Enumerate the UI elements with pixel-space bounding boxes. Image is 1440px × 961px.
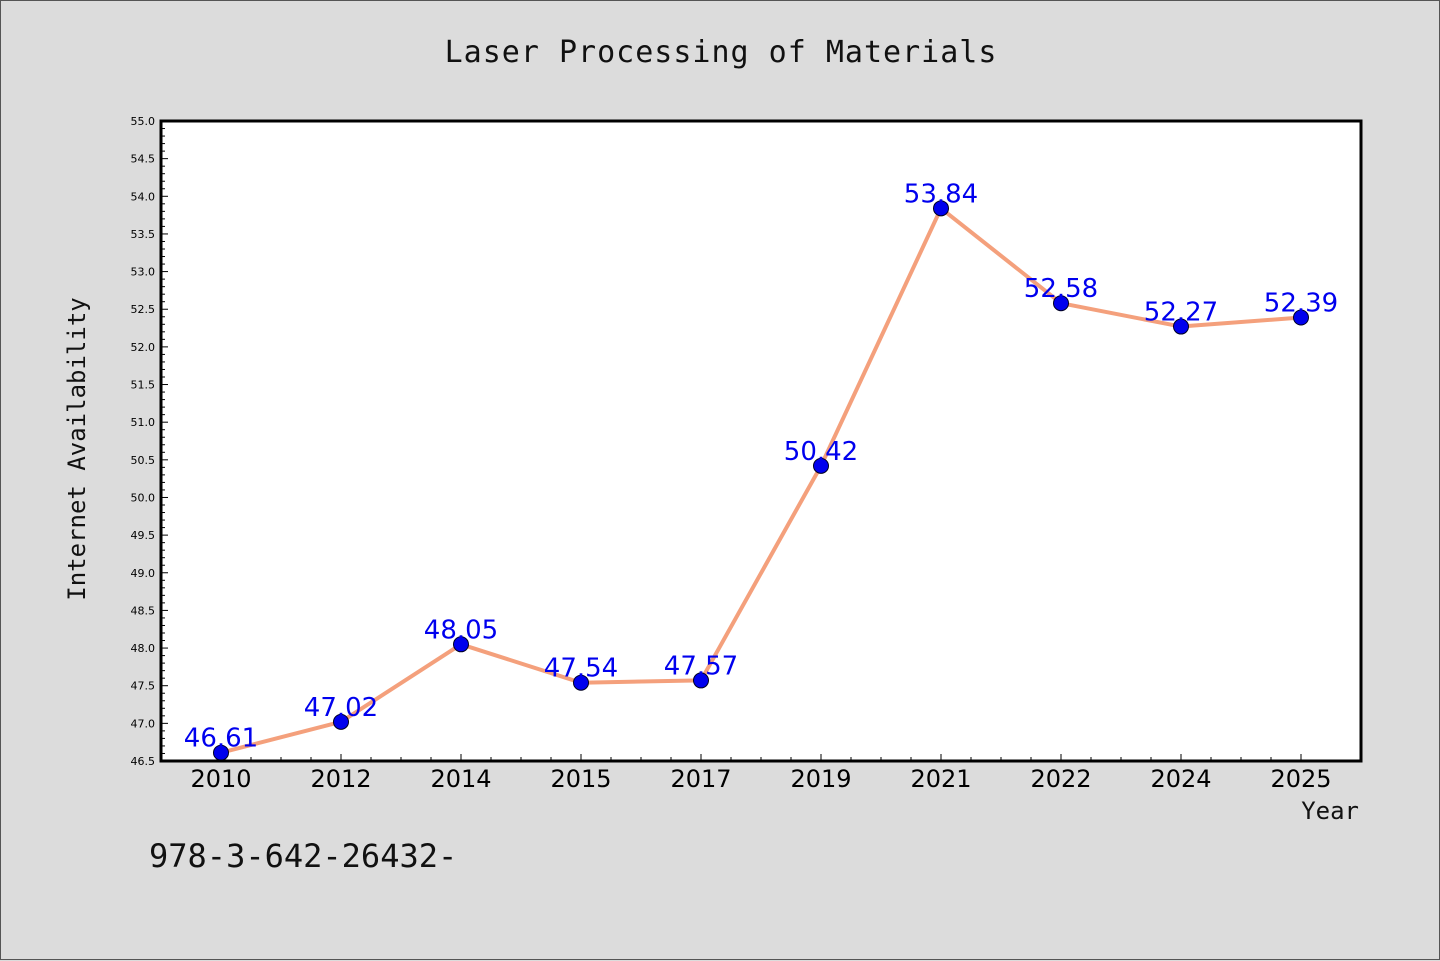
data-label: 47.57 — [664, 651, 738, 681]
data-label: 50.42 — [784, 437, 858, 467]
x-tick-label: 2024 — [1150, 765, 1211, 793]
y-tick-label: 48.0 — [131, 642, 156, 655]
data-label: 52.58 — [1024, 274, 1098, 304]
plot-frame — [159, 119, 1363, 763]
data-label: 48.05 — [424, 615, 498, 645]
y-tick-label: 47.5 — [131, 680, 156, 693]
x-axis-label: Year — [1301, 797, 1359, 825]
y-tick-label: 55.0 — [131, 115, 156, 128]
data-point — [573, 674, 589, 691]
x-tick-label: 2014 — [430, 765, 491, 793]
y-tick-label: 52.5 — [131, 303, 156, 316]
x-tick-label: 2010 — [190, 765, 251, 793]
x-tick-label: 2019 — [790, 765, 851, 793]
y-tick-label: 47.0 — [131, 717, 156, 730]
plot-area — [161, 121, 1361, 761]
y-tick-label: 49.0 — [131, 567, 156, 580]
y-tick-label: 51.0 — [131, 416, 156, 429]
x-tick-label: 2012 — [310, 765, 371, 793]
y-tick-label: 52.0 — [131, 341, 156, 354]
data-label: 53.84 — [904, 179, 978, 209]
data-point — [813, 457, 829, 474]
y-tick-label: 53.0 — [131, 266, 156, 279]
data-point — [693, 672, 709, 689]
data-point — [1173, 318, 1189, 335]
y-tick-label: 48.5 — [131, 604, 156, 617]
data-label: 46.61 — [184, 724, 258, 754]
data-point — [1053, 295, 1069, 312]
data-point — [1293, 309, 1309, 326]
x-tick-label: 2017 — [670, 765, 731, 793]
data-point — [333, 713, 349, 730]
y-tick-label: 50.5 — [131, 454, 156, 467]
x-tick-label: 2025 — [1270, 765, 1331, 793]
y-tick-label: 53.5 — [131, 228, 156, 241]
series-line — [219, 206, 1303, 755]
y-tick-label: 54.5 — [131, 153, 156, 166]
data-label: 52.27 — [1144, 298, 1218, 328]
x-tick-label: 2015 — [550, 765, 611, 793]
data-label: 52.39 — [1264, 289, 1338, 319]
chart-title: Laser Processing of Materials — [444, 35, 998, 70]
data-label: 47.02 — [304, 693, 378, 723]
y-tick-label: 51.5 — [131, 379, 156, 392]
x-tick-label: 2022 — [1030, 765, 1091, 793]
y-tick-label: 49.5 — [131, 529, 156, 542]
data-label: 47.54 — [544, 654, 618, 684]
data-point — [453, 636, 469, 653]
y-tick-label: 54.0 — [131, 190, 156, 203]
x-tick-label: 2021 — [910, 765, 971, 793]
y-tick-label: 46.5 — [131, 755, 156, 768]
data-point — [933, 200, 949, 217]
footer-isbn: 978-3-642-26432- — [149, 837, 458, 875]
y-tick-label: 50.0 — [131, 491, 156, 504]
